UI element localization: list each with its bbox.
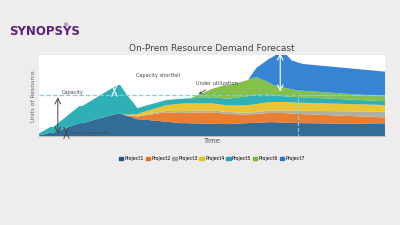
Legend: Project1, Project2, Project3, Project4, Project5, Project6, Project7: Project1, Project2, Project3, Project4, … [117,155,307,163]
Bar [298,94,385,137]
Title: On-Prem Resource Demand Forecast: On-Prem Resource Demand Forecast [129,44,295,53]
Text: Capacity: Capacity [61,90,83,94]
Text: Significant Capacity
shortfall will delay project7: Significant Capacity shortfall will dela… [0,224,1,225]
Text: Capacity shortfall: Capacity shortfall [132,73,180,92]
Text: Over provisioned: Over provisioned [70,131,107,135]
X-axis label: Time: Time [203,138,220,144]
Text: ®: ® [62,24,68,29]
Text: SYNOPSYS: SYNOPSYS [9,25,80,38]
Text: Under utilization: Under utilization [196,81,238,94]
Y-axis label: Units of Resource: Units of Resource [31,70,36,122]
